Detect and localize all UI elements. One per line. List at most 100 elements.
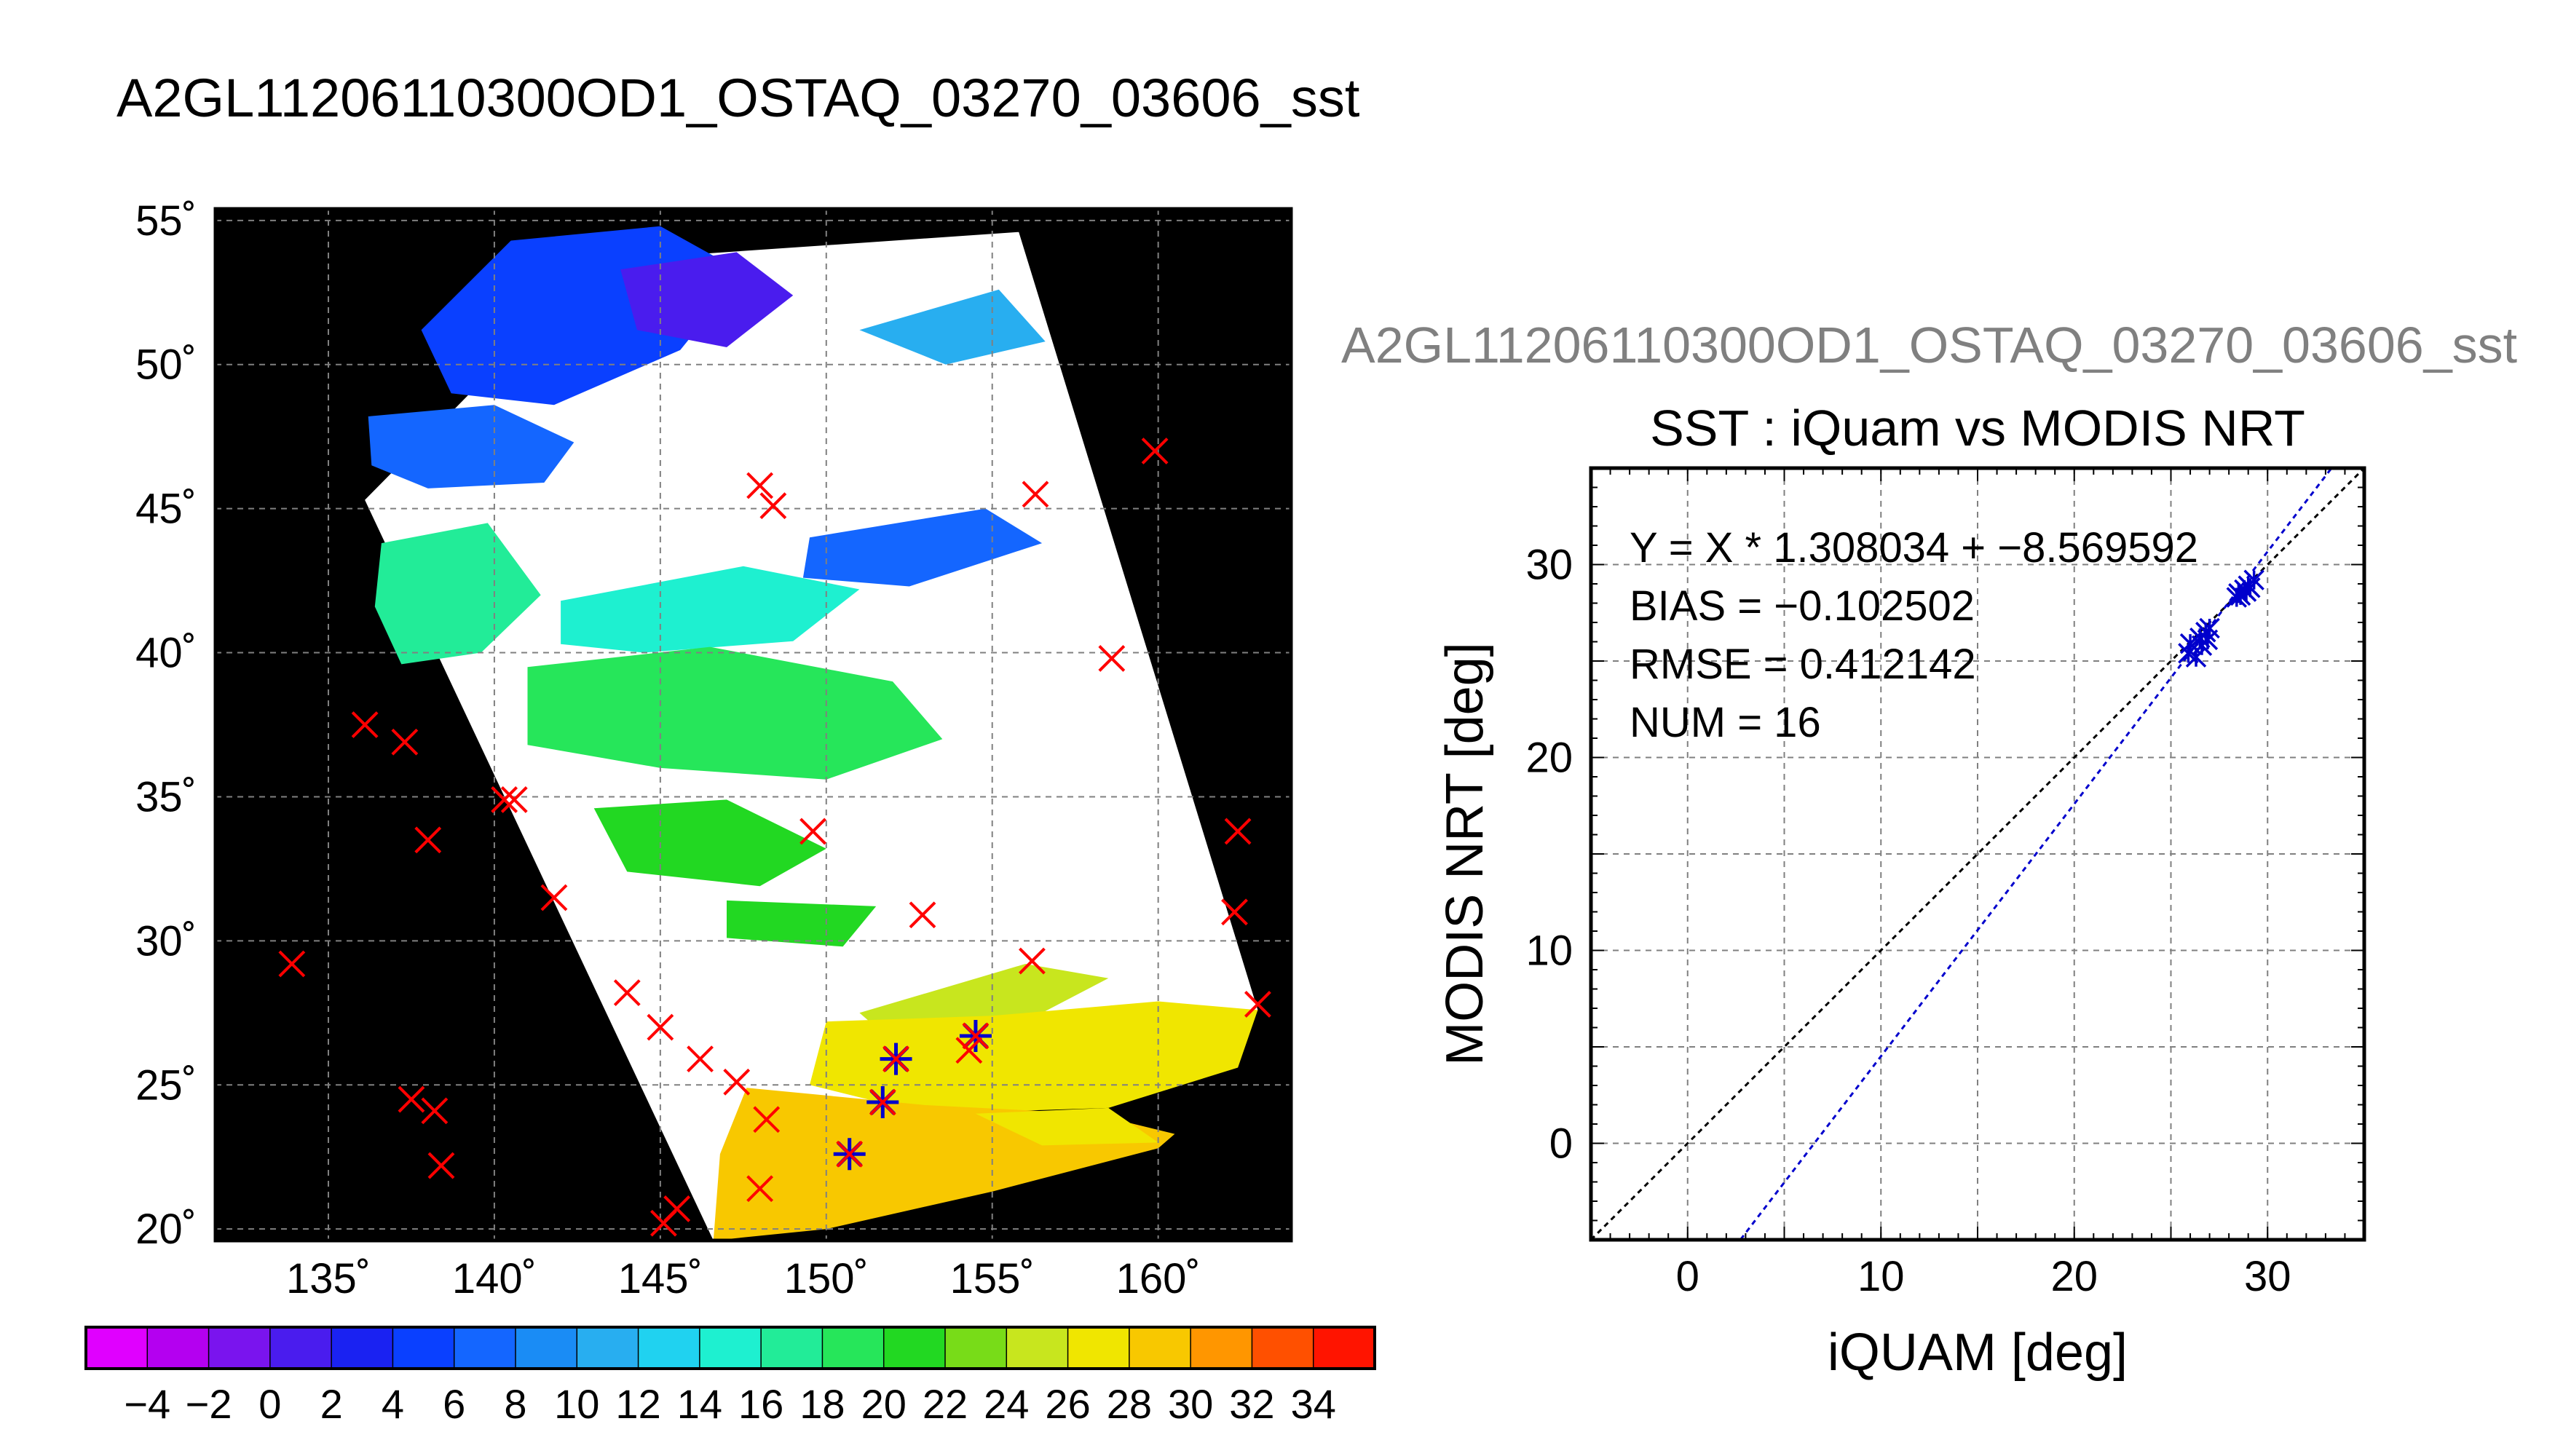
matchup-marker	[1141, 438, 1169, 464]
colorbar-label: 26	[1045, 1381, 1090, 1427]
matchup-marker	[962, 1022, 990, 1050]
scatter-y-tick-label: 20	[1525, 735, 1573, 782]
matchup-marker	[723, 1068, 751, 1096]
matchup-marker	[1221, 898, 1248, 926]
map-lat-tick-label: 50˚	[135, 341, 197, 389]
scatter-y-tick-label: 0	[1549, 1120, 1573, 1168]
colorbar-cell	[1252, 1327, 1314, 1369]
colorbar-cell	[1067, 1327, 1130, 1369]
colorbar-cell	[269, 1327, 332, 1369]
colorbar-frame	[84, 1326, 1376, 1370]
colorbar-label: 2	[320, 1381, 343, 1427]
sst-field-2	[620, 252, 794, 347]
matchup-marker	[909, 901, 936, 929]
colorbar-cell	[392, 1327, 455, 1369]
colorbar-cell	[454, 1327, 516, 1369]
matchup-marker	[882, 1045, 909, 1073]
scatter-stat-line: BIAS = −0.102502	[1630, 582, 1975, 630]
scatter-x-tick-label: 10	[1857, 1253, 1905, 1300]
colorbar-label: 4	[382, 1381, 404, 1427]
map-lon-tick-label: 140˚	[452, 1255, 537, 1302]
scatter-stat-line: NUM = 16	[1630, 699, 1821, 746]
matchup-marker	[1019, 947, 1046, 975]
matchup-marker	[491, 786, 518, 813]
matchup-marker	[278, 950, 306, 978]
sst-field-7	[561, 566, 860, 653]
scatter-point	[2199, 617, 2220, 639]
matchup-marker	[1022, 480, 1049, 508]
map-graticule	[216, 209, 1291, 1241]
regression-line	[1739, 468, 2333, 1240]
matchup-marker	[746, 472, 774, 499]
scatter-grid	[1591, 468, 2364, 1240]
colorbar-cell	[883, 1327, 946, 1369]
colorbar-cells	[86, 1327, 1375, 1369]
map-lat-tick-label: 25˚	[135, 1061, 197, 1109]
scatter-iquam-vs-modis: SST : iQuam vs MODIS NRT 0 10 20 30 0 10 20 30…	[1436, 400, 2366, 1382]
sst-field-8	[527, 646, 943, 780]
matchup-marker	[540, 884, 568, 911]
matchup-marker	[427, 1152, 455, 1179]
map-lon-tick-label: 145˚	[618, 1255, 703, 1302]
matchup-markers	[278, 438, 1271, 1237]
map-lon-tick-label: 160˚	[1116, 1255, 1201, 1302]
matchup-marker	[391, 728, 419, 756]
colorbar-label: 18	[799, 1381, 845, 1427]
matchup-marker	[955, 1037, 983, 1064]
scatter-x-tick-label: 20	[2050, 1253, 2098, 1300]
colorbar-cell	[516, 1327, 577, 1369]
scatter-x-ticks: 0 10 20 30	[1676, 1253, 2291, 1300]
matchup-marker	[799, 818, 826, 845]
map-lat-tick-label: 20˚	[135, 1206, 197, 1253]
colorbar-label: 34	[1291, 1381, 1336, 1427]
map-lon-tick-label: 150˚	[784, 1255, 869, 1302]
matchup-marker	[746, 1175, 774, 1203]
matchup-marker	[869, 1088, 896, 1116]
colorbar-label: 16	[738, 1381, 783, 1427]
map-lon-tick-label: 135˚	[286, 1255, 371, 1302]
colorbar-label: 20	[861, 1381, 907, 1427]
matchup-marker	[500, 786, 528, 813]
scatter-stat-line: Y = X * 1.308034 + −8.569592	[1630, 524, 2198, 571]
matchup-marker	[650, 1209, 677, 1237]
scatter-minor-ticks	[1591, 468, 2364, 1240]
colorbar-cell	[1129, 1327, 1191, 1369]
map-latitude-ticks: 55˚ 50˚ 45˚ 40˚ 35˚ 30˚ 25˚ 20˚	[135, 197, 197, 1253]
sst-field-4	[859, 289, 1046, 365]
scatter-y-tick-label: 30	[1525, 542, 1573, 589]
matchup-marker	[647, 1013, 674, 1041]
scatter-x-label: iQUAM [deg]	[1828, 1324, 2128, 1382]
colorbar-cell	[208, 1327, 271, 1369]
scatter-header: A2GL11206110300OD1_OSTAQ_03270_03606_sst	[1341, 317, 2517, 373]
colorbar-label: 22	[923, 1381, 968, 1427]
scatter-statistics: Y = X * 1.308034 + −8.569592 BIAS = −0.10…	[1630, 524, 2198, 746]
scatter-point	[2243, 569, 2264, 590]
colorbar-cell	[638, 1327, 700, 1369]
map-lat-tick-label: 40˚	[135, 630, 197, 677]
matchup-marker	[1244, 991, 1271, 1018]
sst-field-9	[593, 799, 826, 887]
matchup-marker	[414, 826, 442, 854]
map-lat-tick-label: 30˚	[135, 917, 197, 965]
colorbar-labels: −4 −2 0 2 4 6 8 10 12 14 16 18 20 22 24 26 28 30 32 34	[124, 1381, 1336, 1427]
map-lat-tick-label: 55˚	[135, 197, 197, 245]
colorbar-cell	[86, 1327, 148, 1369]
scatter-y-ticks: 0 10 20 30	[1525, 542, 1573, 1168]
matchup-marker	[687, 1045, 714, 1073]
sst-field-14	[975, 1107, 1158, 1146]
colorbar-label: 8	[504, 1381, 526, 1427]
scatter-stat-line: RMSE = 0.412142	[1630, 641, 1976, 688]
sst-map: 135˚ 140˚ 145˚ 150˚ 155˚ 160˚ 55˚ 50˚ 45˚ 40˚ 35˚…	[135, 197, 1293, 1302]
figure-title: A2GL11206110300OD1_OSTAQ_03270_03606_sst	[117, 68, 1360, 128]
sst-field-5	[802, 508, 1043, 587]
sst-colorbar: −4 −2 0 2 4 6 8 10 12 14 16 18 20 22 24 26 28 30 32 34	[84, 1326, 1376, 1427]
colorbar-cell	[1313, 1327, 1375, 1369]
sst-field-10	[727, 900, 877, 947]
colorbar-cell	[1190, 1327, 1252, 1369]
map-longitude-ticks: 135˚ 140˚ 145˚ 150˚ 155˚ 160˚	[286, 1255, 1201, 1302]
colorbar-cell	[699, 1327, 762, 1369]
scatter-x-tick-label: 30	[2244, 1253, 2291, 1300]
matchup-marker	[759, 492, 787, 520]
matchup-marker	[421, 1097, 449, 1125]
